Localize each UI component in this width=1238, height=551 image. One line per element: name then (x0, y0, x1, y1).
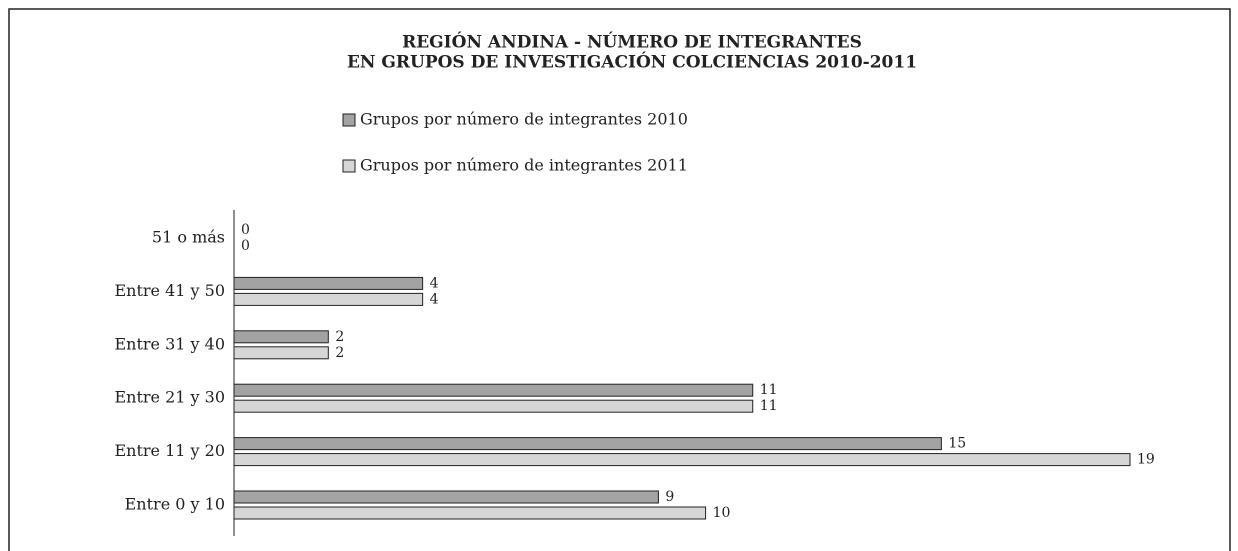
bar (233, 292, 424, 306)
legend-swatch (342, 113, 356, 127)
value-label: 11 (760, 382, 778, 398)
bar (233, 490, 659, 504)
frame (8, 8, 1231, 551)
bar (233, 330, 329, 344)
y-tick-label: Entre 41 y 50 (114, 281, 225, 300)
bar (233, 453, 1131, 467)
value-label: 0 (241, 238, 250, 254)
value-label: 10 (713, 505, 731, 521)
bar (233, 437, 942, 451)
value-label: 0 (241, 222, 250, 238)
legend-label: Grupos por número de integrantes 2010 (360, 110, 688, 129)
y-tick-label: 51 o más (152, 228, 225, 247)
y-tick-label: Entre 0 y 10 (125, 495, 225, 514)
chart-title: REGIÓN ANDINA - NÚMERO DE INTEGRANTES (402, 32, 862, 53)
value-label: 19 (1137, 452, 1155, 468)
legend-swatch (342, 159, 356, 173)
value-label: 9 (665, 489, 674, 505)
bar (233, 399, 754, 413)
y-tick-label: Entre 11 y 20 (114, 441, 225, 460)
bar (233, 276, 424, 290)
value-label: 2 (335, 329, 344, 345)
value-label: 11 (760, 398, 778, 414)
legend-label: Grupos por número de integrantes 2011 (360, 156, 688, 175)
y-tick-label: Entre 21 y 30 (114, 388, 225, 407)
bar (233, 346, 329, 360)
value-label: 2 (335, 345, 344, 361)
chart-title: EN GRUPOS DE INVESTIGACIÓN COLCIENCIAS 2… (347, 52, 917, 73)
value-label: 4 (430, 275, 439, 291)
bar (233, 383, 754, 397)
value-label: 15 (948, 436, 966, 452)
y-tick-label: Entre 31 y 40 (114, 334, 225, 353)
bar (233, 506, 707, 520)
value-label: 4 (430, 291, 439, 307)
